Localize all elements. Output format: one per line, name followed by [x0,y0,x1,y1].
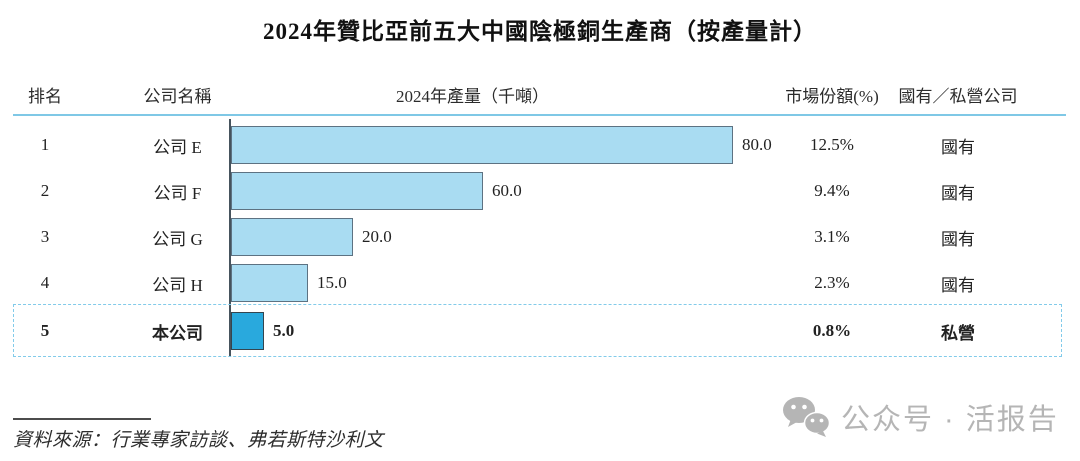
chart-title: 2024年贊比亞前五大中國陰極銅生產商（按產量計） [263,19,817,44]
table-row: 2 公司 F 60.0 9.4% 國有 [0,168,1080,214]
bar-value-label: 60.0 [492,181,522,200]
market-share-cell: 3.1% [814,227,850,246]
rank-cell: 4 [40,273,50,292]
table-row: 4 公司 H 15.0 2.3% 國有 [0,260,1080,306]
column-header-market-share: 市場份額(%) [785,87,879,106]
company-cell: 公司 G [152,229,203,249]
column-header-production: 2024年產量（千噸） [396,87,549,106]
table-row: 1 公司 E 80.0 12.5% 國有 [0,122,1080,168]
bar-container: 15.0 [231,260,347,306]
bar-container: 80.0 [231,122,772,168]
market-share-cell: 2.3% [814,273,850,292]
rank-cell: 1 [40,135,50,154]
bar-value-label: 15.0 [317,273,347,292]
ownership-cell: 國有 [941,275,975,295]
production-bar [231,218,353,256]
market-share-cell: 0.8% [812,321,852,340]
ownership-cell: 國有 [941,229,975,249]
rank-cell: 2 [40,181,50,200]
wechat-icon [783,397,831,437]
bar-chart-axis-line [229,119,231,357]
company-cell: 公司 E [153,137,202,157]
production-bar [231,126,733,164]
column-header-rank: 排名 [28,87,62,106]
source-note-rule [13,418,151,420]
bar-value-label: 20.0 [362,227,392,246]
ownership-cell: 國有 [941,183,975,203]
rank-cell: 3 [40,227,50,246]
production-bar [231,172,483,210]
company-cell: 本公司 [152,323,203,343]
production-bar-highlighted [231,312,264,350]
table-row: 3 公司 G 20.0 3.1% 國有 [0,214,1080,260]
table-row-highlighted: 5 本公司 5.0 0.8% 私營 [0,308,1080,354]
market-share-cell: 12.5% [810,135,854,154]
column-header-company: 公司名稱 [143,87,212,106]
bar-value-label: 80.0 [742,135,772,154]
rank-cell: 5 [40,321,50,340]
column-header-ownership: 國有／私營公司 [898,87,1018,106]
ownership-cell: 私營 [941,323,975,343]
header-divider-line [13,114,1066,116]
bar-container: 5.0 [231,308,294,354]
watermark: 公众号 · 活报告 [782,396,1059,438]
bar-value-label: 5.0 [273,321,295,340]
market-share-cell: 9.4% [814,181,850,200]
production-bar [231,264,308,302]
watermark-text: 公众号 · 活报告 [841,404,1059,436]
source-note: 資料來源：行業專家訪談、弗若斯特沙利文 [13,430,384,451]
bar-container: 20.0 [231,214,392,260]
company-cell: 公司 F [153,183,202,203]
ownership-cell: 國有 [941,137,975,157]
bar-container: 60.0 [231,168,522,214]
company-cell: 公司 H [152,275,203,295]
